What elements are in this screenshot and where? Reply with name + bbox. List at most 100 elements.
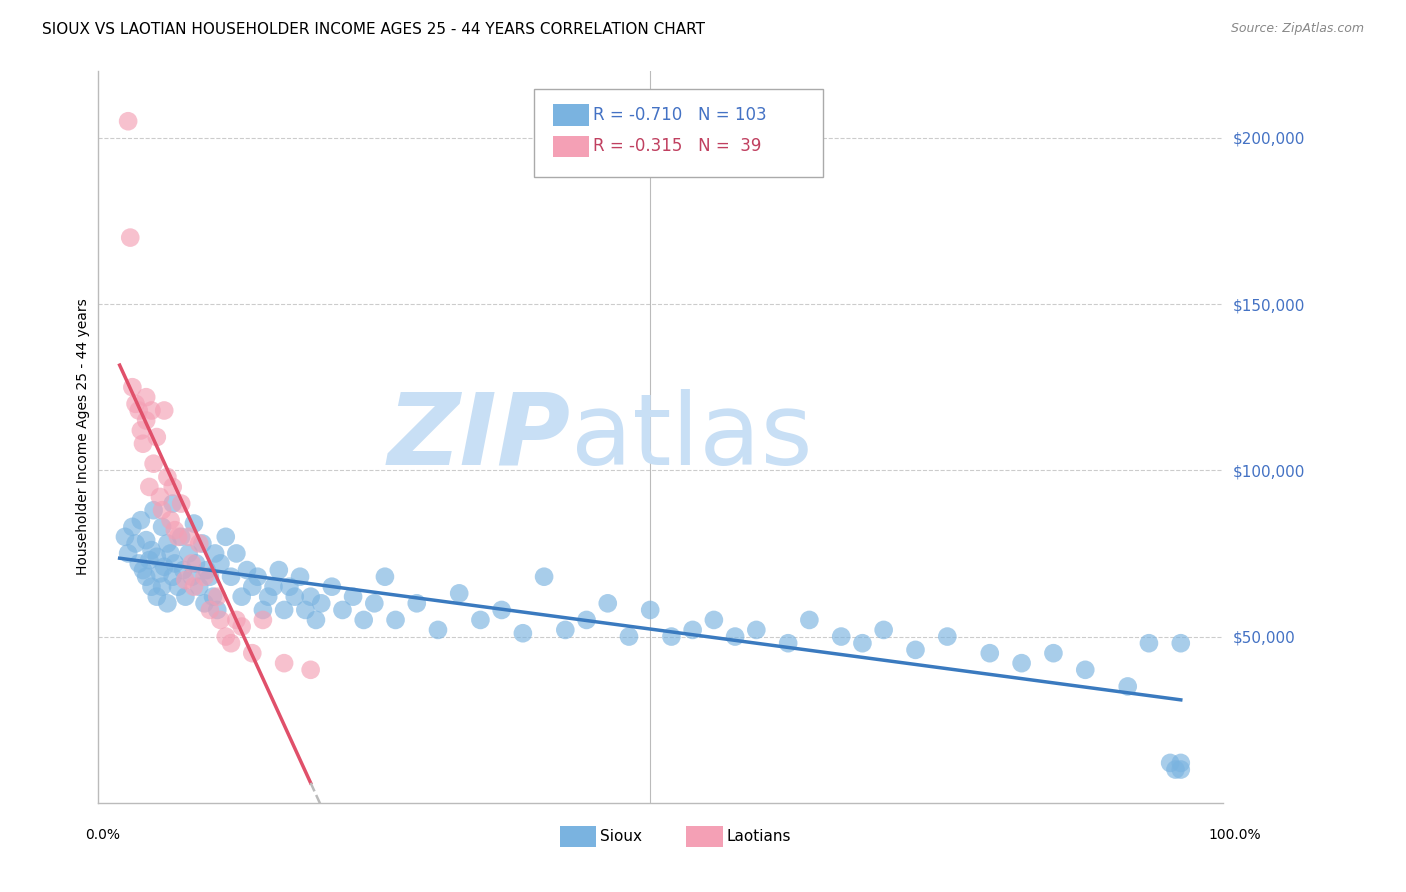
Point <box>830 630 852 644</box>
Point <box>353 613 375 627</box>
Point <box>193 596 215 610</box>
Point <box>273 603 295 617</box>
Point <box>156 596 179 610</box>
Point <box>299 663 322 677</box>
Point <box>142 457 165 471</box>
Point <box>299 590 322 604</box>
Text: R = -0.710   N = 103: R = -0.710 N = 103 <box>593 106 766 124</box>
Point <box>142 503 165 517</box>
Point <box>263 580 285 594</box>
Point <box>872 623 894 637</box>
Point <box>215 630 238 644</box>
Point <box>1137 636 1160 650</box>
Point <box>117 114 139 128</box>
Point <box>149 566 172 581</box>
Point <box>267 563 290 577</box>
Point <box>799 613 821 627</box>
Text: Sioux: Sioux <box>600 830 643 844</box>
Point <box>207 590 229 604</box>
Point <box>778 636 800 650</box>
Point <box>252 613 274 627</box>
Point <box>121 380 143 394</box>
Point <box>384 613 406 627</box>
Point <box>124 536 146 550</box>
Point <box>1011 656 1033 670</box>
Point <box>575 613 598 627</box>
Point <box>172 563 194 577</box>
Point <box>638 603 661 617</box>
Point <box>141 580 163 594</box>
Point <box>141 403 163 417</box>
Point <box>129 513 152 527</box>
Point <box>174 590 197 604</box>
Point <box>162 570 184 584</box>
Point <box>202 590 225 604</box>
Point <box>146 590 169 604</box>
Point <box>1170 756 1192 770</box>
Text: Source: ZipAtlas.com: Source: ZipAtlas.com <box>1230 22 1364 36</box>
Point <box>219 636 242 650</box>
Point <box>183 516 205 531</box>
Point <box>138 480 160 494</box>
Point <box>231 619 253 633</box>
Point <box>188 536 211 550</box>
Point <box>150 503 173 517</box>
Point <box>128 557 150 571</box>
Text: Laotians: Laotians <box>727 830 792 844</box>
Point <box>617 630 640 644</box>
Point <box>209 613 232 627</box>
Point <box>904 643 927 657</box>
Text: 0.0%: 0.0% <box>86 828 120 842</box>
Point <box>449 586 471 600</box>
Point <box>170 530 193 544</box>
Point <box>554 623 576 637</box>
Point <box>225 613 247 627</box>
Point <box>183 580 205 594</box>
Point <box>1042 646 1064 660</box>
Point <box>163 523 186 537</box>
Point <box>132 436 155 450</box>
Text: atlas: atlas <box>571 389 813 485</box>
Point <box>128 403 150 417</box>
Point <box>512 626 534 640</box>
Point <box>191 536 214 550</box>
Point <box>215 530 238 544</box>
Point <box>135 413 157 427</box>
Point <box>273 656 295 670</box>
Point <box>209 557 232 571</box>
Point <box>174 573 197 587</box>
Point <box>167 580 190 594</box>
Point <box>114 530 136 544</box>
Point <box>682 623 704 637</box>
Point <box>1074 663 1097 677</box>
Point <box>257 590 280 604</box>
Point <box>180 557 202 571</box>
Point <box>149 490 172 504</box>
Point <box>491 603 513 617</box>
Point <box>851 636 873 650</box>
Point <box>321 580 343 594</box>
Point <box>204 546 226 560</box>
Point <box>936 630 959 644</box>
Point <box>1170 636 1192 650</box>
Point <box>135 533 157 548</box>
Point <box>198 603 221 617</box>
Point <box>135 570 157 584</box>
Point <box>184 557 207 571</box>
Y-axis label: Householder Income Ages 25 - 44 years: Householder Income Ages 25 - 44 years <box>76 299 90 575</box>
Point <box>470 613 492 627</box>
Point <box>231 590 253 604</box>
Point <box>162 480 184 494</box>
Point <box>159 513 181 527</box>
Point <box>305 613 328 627</box>
Point <box>121 520 143 534</box>
Point <box>156 536 179 550</box>
Point <box>288 570 311 584</box>
Point <box>207 603 229 617</box>
Point <box>1116 680 1139 694</box>
Point <box>180 570 202 584</box>
Point <box>342 590 364 604</box>
Point <box>150 520 173 534</box>
Point <box>138 553 160 567</box>
Point <box>236 563 259 577</box>
